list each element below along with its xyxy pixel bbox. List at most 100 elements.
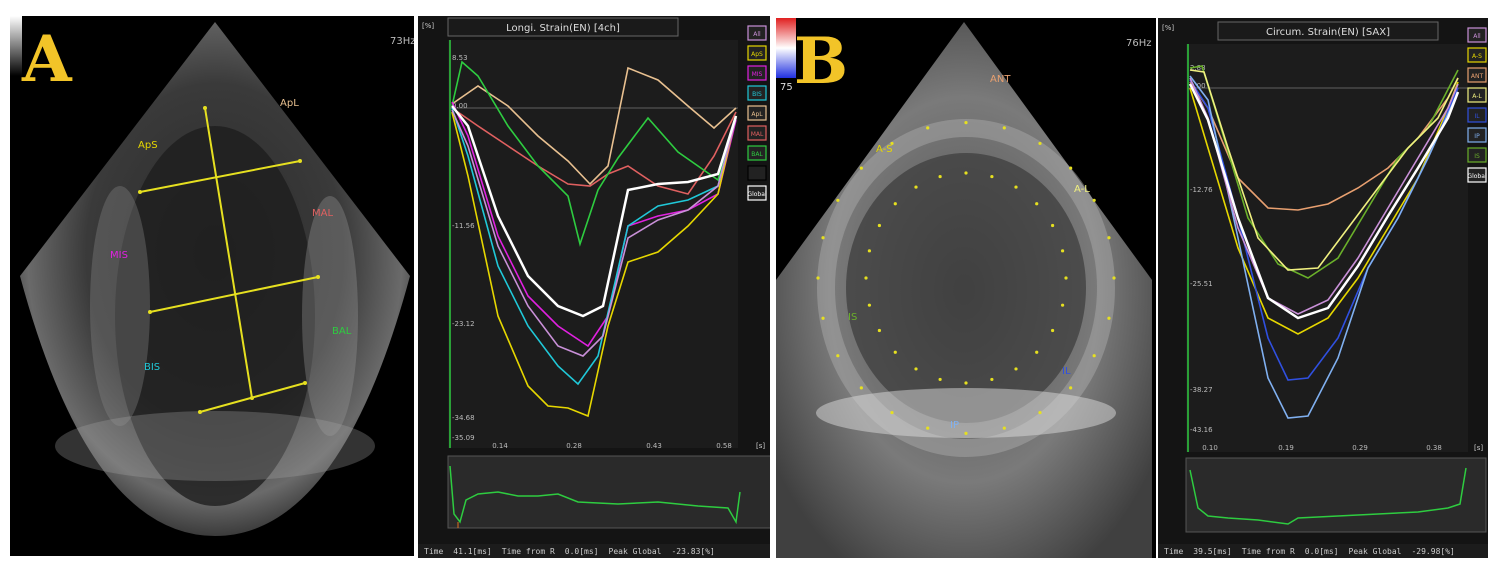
tracking-point [1002, 126, 1006, 130]
strain-curve [451, 101, 737, 348]
tracking-point [890, 410, 894, 415]
legend-swatch[interactable] [747, 25, 767, 41]
echo-sector-a [10, 16, 410, 536]
segment-label-aps: ApS [138, 140, 158, 151]
legend-swatch[interactable] [747, 65, 767, 81]
x-tick-label: 0.10 [1202, 444, 1218, 452]
legend-label: BIS [752, 91, 762, 98]
legend-label: Global [1467, 173, 1486, 180]
status-time-value-b: 39.5[ms] [1193, 546, 1232, 556]
status-from-r-label-b: Time from R [1241, 546, 1295, 556]
tracking-point [1038, 410, 1042, 415]
tracking-point [890, 141, 894, 146]
tracking-point [938, 174, 942, 179]
legend-swatch[interactable] [747, 85, 767, 101]
legend-swatch[interactable] [1467, 67, 1487, 83]
tracking-point [867, 303, 872, 307]
y-tick-label: 2.88 [1190, 64, 1206, 72]
legend-swatch[interactable] [1467, 127, 1487, 143]
tracking-point [867, 249, 872, 253]
x-tick-label: 0.14 [492, 442, 508, 450]
y-tick-label: -34.68 [452, 414, 475, 422]
tracking-point [1092, 198, 1096, 202]
y-tick-label: -43.16 [1190, 426, 1213, 434]
tracking-point [859, 386, 863, 390]
tracking-point [864, 276, 868, 280]
tracking-point [1014, 367, 1018, 371]
x-tick-label: 0.28 [566, 442, 582, 450]
legend-swatch[interactable] [747, 105, 767, 121]
strain-curve [451, 66, 737, 186]
segment-label-as: A-S [876, 144, 893, 155]
y-tick-label: -38.27 [1190, 386, 1213, 394]
y-tick-label: -25.51 [1190, 280, 1213, 288]
tracking-point [1035, 350, 1039, 354]
tracking-point [836, 354, 840, 358]
legend-swatch[interactable] [747, 45, 767, 61]
status-bar-b: Time 39.5[ms] Time from R 0.0[ms] Peak G… [1158, 544, 1488, 558]
legend-swatch[interactable] [747, 125, 767, 141]
strain-curve [451, 105, 738, 318]
tracking-point [1107, 236, 1111, 240]
tracking-point [877, 328, 881, 333]
tracking-point [893, 202, 897, 206]
status-peak-value-a: -23.83[%] [671, 546, 715, 556]
segment-label-ant: ANT [990, 74, 1011, 85]
legend-label: BAL [751, 151, 763, 158]
legend-swatch[interactable] [1467, 147, 1487, 163]
legend-swatch[interactable] [1467, 27, 1487, 43]
echo-view-4ch: A 73Hz ApL ApS MAL MIS BAL BIS [10, 16, 414, 556]
tracking-point [836, 198, 840, 202]
x-tick-label: 0.29 [1352, 444, 1368, 452]
strain-curve [1189, 69, 1459, 271]
legend-swatch[interactable] [1467, 167, 1487, 183]
tracking-point [1107, 316, 1111, 320]
segment-label-mis: MIS [110, 250, 128, 261]
strain-plot-a: Longi. Strain(EN) [4ch] [%] 8.53 0.00 -11.… [418, 16, 774, 544]
strain-curve [1189, 77, 1459, 211]
legend-swatch[interactable] [747, 145, 767, 161]
tracking-point [938, 377, 942, 382]
legend-label: Global [747, 191, 766, 198]
legend-label: ANT [1471, 73, 1484, 80]
tracking-point [1069, 166, 1073, 170]
x-unit-b: [s] [1474, 444, 1483, 452]
tracking-point [1060, 303, 1065, 307]
strain-curve [1189, 77, 1459, 315]
depth-label-b: 75 [780, 82, 793, 93]
graph-title-b: Circum. Strain(EN) [SAX] [1266, 27, 1390, 38]
legend-label: MIS [752, 71, 763, 78]
tracking-point [821, 236, 825, 240]
x-tick-label: 0.43 [646, 442, 662, 450]
legend-label: MAL [751, 131, 764, 138]
echo-view-sax: B 75 76Hz A-S A-L IS IL IP ANT [776, 18, 1156, 558]
strain-curve [451, 107, 737, 195]
segment-label-bal: BAL [332, 326, 352, 337]
tracking-point [1069, 386, 1073, 390]
tracking-point [964, 431, 968, 435]
strain-curve [451, 109, 737, 357]
status-time-label-a: Time [424, 546, 444, 556]
y-tick-label: -35.09 [452, 434, 475, 442]
x-tick-label: 0.38 [1426, 444, 1442, 452]
legend-swatch[interactable] [747, 165, 767, 181]
legend-swatch[interactable] [1467, 107, 1487, 123]
legend-swatch[interactable] [1467, 47, 1487, 63]
tracking-point [990, 377, 994, 382]
segment-label-il: IL [1062, 366, 1071, 377]
legend-swatch[interactable] [1467, 87, 1487, 103]
status-from-r-value-b: 0.0[ms] [1304, 546, 1339, 556]
strain-curve [1189, 81, 1459, 335]
y-tick-label: -12.76 [1190, 186, 1213, 194]
strain-curve [451, 111, 737, 418]
segment-label-ip: IP [950, 420, 959, 431]
legend-label: A-L [1472, 93, 1482, 100]
tracking-point [914, 367, 918, 371]
legend-label: ApS [751, 51, 763, 58]
y-unit-b: [%] [1162, 24, 1174, 32]
strain-curve [1188, 83, 1460, 320]
tracking-point [1051, 223, 1055, 228]
tracking-point [964, 121, 968, 125]
legend-swatch[interactable] [747, 185, 767, 201]
tracking-point [1051, 328, 1055, 333]
